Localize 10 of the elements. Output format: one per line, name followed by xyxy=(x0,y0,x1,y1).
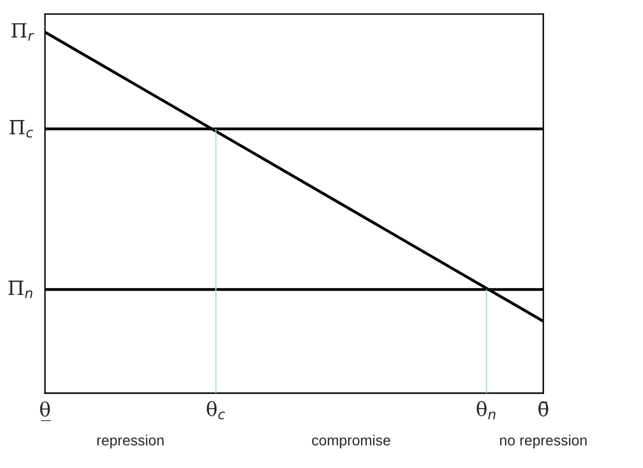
x-tick-label: θ̲ xyxy=(40,401,51,422)
x-tick-label: θ$_{n}$ xyxy=(476,401,496,420)
annotation: Π$_{n}$ xyxy=(8,280,32,298)
x-tick-label: θ̄ xyxy=(538,401,548,416)
text: no repression xyxy=(500,434,587,448)
text: repression xyxy=(97,434,164,448)
annotation: Π$_{c}$ xyxy=(10,120,34,138)
text: compromise xyxy=(312,434,390,448)
annotation: Π$_{r}$ xyxy=(12,23,34,41)
x-tick-label: θ$_{c}$ xyxy=(206,401,226,420)
